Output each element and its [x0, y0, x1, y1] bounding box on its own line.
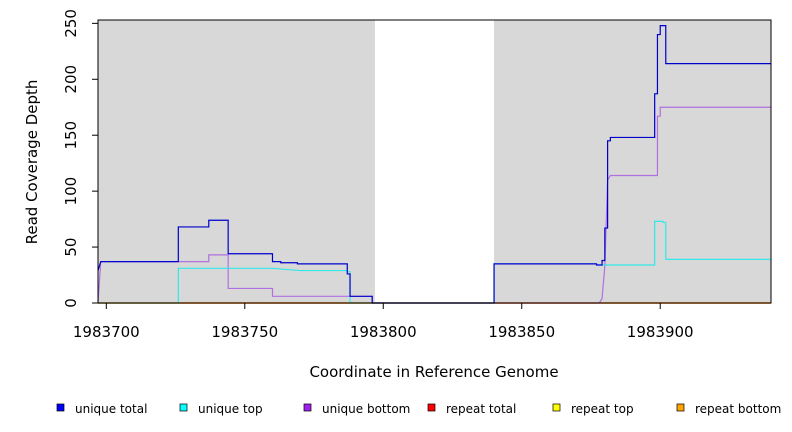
legend-swatch	[56, 403, 65, 412]
legend-label: repeat total	[446, 402, 516, 416]
y-tick-label: 50	[62, 238, 80, 257]
y-tick-label: 0	[62, 298, 80, 308]
legend-label: unique total	[75, 402, 147, 416]
x-tick-label: 1983900	[627, 323, 694, 341]
legend-label: repeat top	[571, 402, 634, 416]
legend: unique total unique top unique bottom repea…	[56, 402, 781, 416]
y-axis-label: Read Coverage Depth	[23, 80, 41, 245]
x-tick-label: 1983800	[350, 323, 417, 341]
shaded-region-1	[494, 20, 771, 303]
legend-swatch	[676, 403, 685, 412]
legend-swatch	[552, 403, 561, 412]
legend-label: repeat bottom	[695, 402, 781, 416]
x-axis: 1983700 1983750 1983800 1983850 1983900	[73, 303, 694, 341]
x-tick-label: 1983750	[211, 323, 278, 341]
shaded-regions	[98, 20, 771, 303]
legend-swatch	[179, 403, 188, 412]
y-tick-label: 250	[62, 9, 80, 38]
y-tick-label: 200	[62, 65, 80, 94]
shaded-region-0	[98, 20, 375, 303]
x-axis-label: Coordinate in Reference Genome	[309, 363, 558, 381]
y-axis: 0 50 100 150 200 250	[62, 9, 98, 308]
y-tick-label: 150	[62, 121, 80, 150]
x-tick-label: 1983700	[73, 323, 140, 341]
legend-label: unique top	[198, 402, 263, 416]
legend-label: unique bottom	[322, 402, 410, 416]
plot-frame	[97, 19, 772, 304]
x-tick-label: 1983850	[488, 323, 555, 341]
legend-swatch	[427, 403, 436, 412]
legend-swatch	[303, 403, 312, 412]
y-tick-label: 100	[62, 177, 80, 206]
